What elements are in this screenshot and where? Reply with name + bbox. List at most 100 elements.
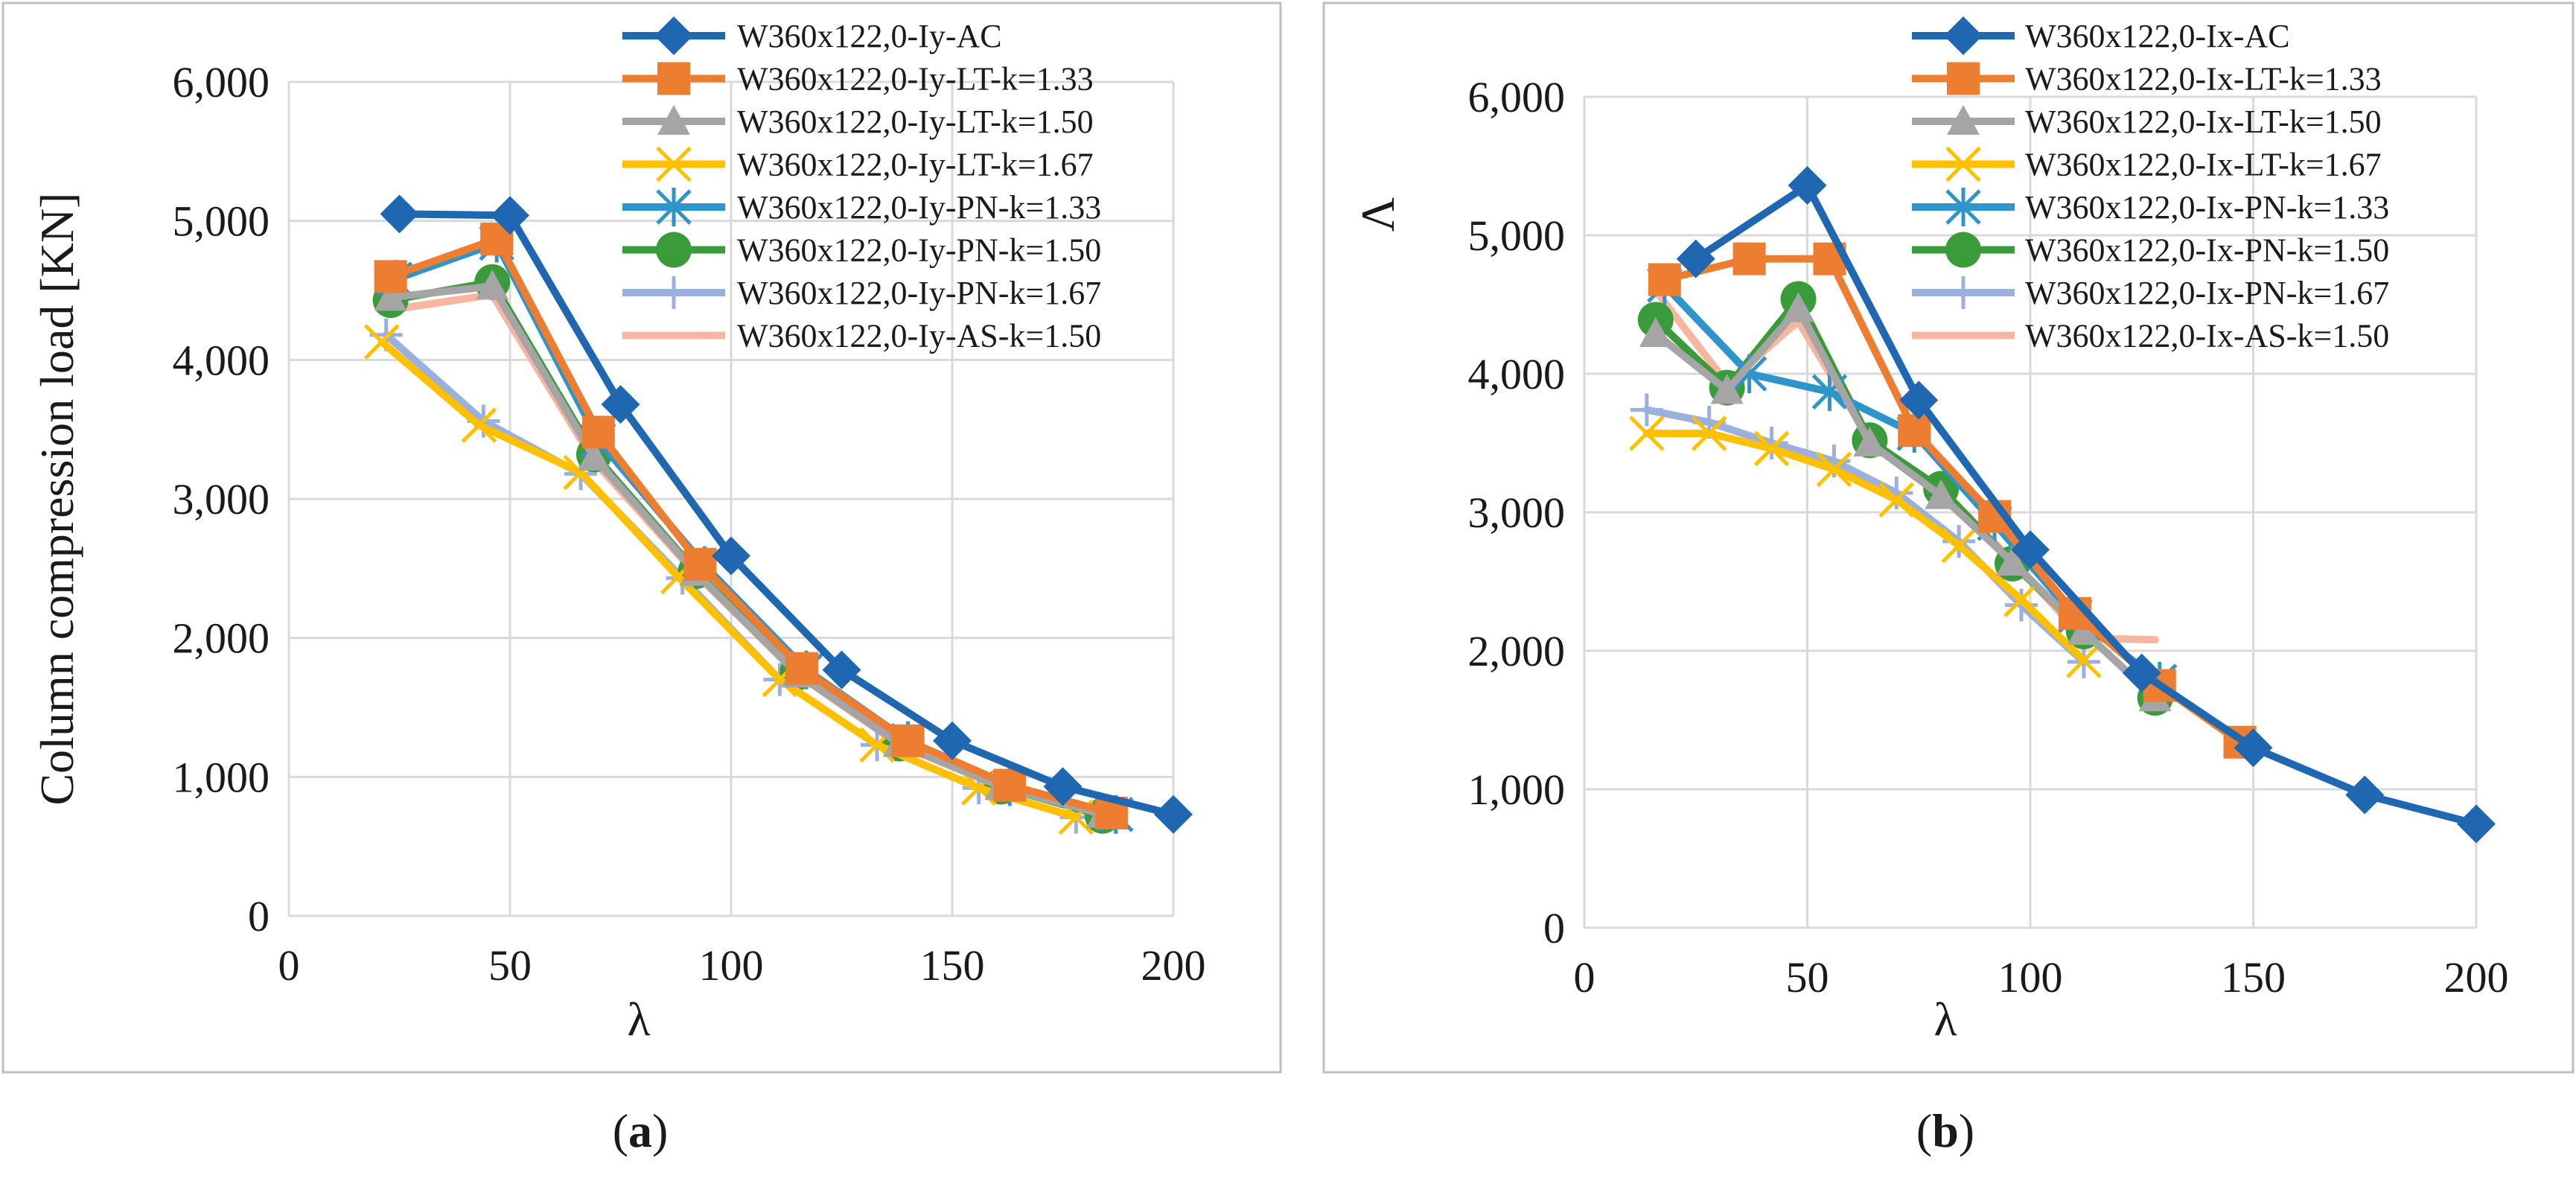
chart-a-data-point	[363, 324, 400, 360]
chart-a-data-point	[933, 721, 972, 760]
chart-b-legend-marker	[1947, 62, 1980, 95]
chart-a-legend-entry: W360x122,0-Iy-PN-k=1.50	[737, 232, 1101, 269]
chart-a-legend-marker	[656, 188, 692, 226]
chart-a-data-point	[891, 724, 925, 757]
chart-a-data-point	[712, 536, 750, 576]
chart-b-data-point	[2011, 530, 2050, 570]
chart-b-legend-marker	[1947, 276, 1980, 309]
chart-b-data-point	[1899, 381, 1939, 420]
chart-b-xtick-label: 50	[1786, 953, 1829, 1002]
chart-b-ytick-label: 4,000	[1468, 350, 1566, 398]
chart-b-data-point	[1853, 427, 1887, 456]
chart-b-ytick-label: 5,000	[1468, 211, 1566, 260]
chart-a-legend-marker	[657, 62, 690, 95]
chart-b-data-point	[1996, 545, 2030, 576]
chart-a-ytick-label: 2,000	[173, 614, 270, 663]
chart-a-legend-marker	[656, 232, 692, 268]
chart-a-data-point	[476, 270, 509, 300]
chart-a-legend-marker	[657, 276, 690, 309]
chart-a-data-point	[785, 652, 819, 685]
chart-b: 0 1,000 2,000 3,000 4,000 5,000 6,000 0 50 100 150…	[1351, 16, 2509, 1045]
chart-a-series-line	[386, 282, 1106, 818]
caption-b: (b)	[1916, 1104, 1974, 1157]
caption-b-close: )	[1959, 1104, 1974, 1157]
chart-b-data-point	[1898, 414, 1931, 448]
chart-a-legend: W360x122,0-Iy-AC W360x122,0-Iy-LT-k=1.33 W…	[622, 16, 1101, 354]
chart-b-data-point	[1630, 393, 1663, 427]
chart-b-legend-entry: W360x122,0-Ix-PN-k=1.50	[2025, 232, 2389, 269]
chart-a-ytick-label: 0	[248, 892, 270, 940]
chart-a-legend-entry: W360x122,0-Iy-AC	[737, 18, 1002, 54]
chart-b-xtick-label: 200	[2444, 953, 2509, 1002]
chart-a-data-point	[491, 196, 529, 235]
chart-b-data-point	[2457, 804, 2496, 844]
chart-b-legend-entry: W360x122,0-Ix-PN-k=1.33	[2025, 189, 2389, 226]
chart-b-ytick-label: 3,000	[1468, 488, 1566, 537]
chart-a-data-point	[577, 441, 610, 471]
chart-a-data-point	[380, 194, 419, 234]
chart-b-ytick-label: 2,000	[1468, 627, 1566, 675]
chart-b-legend-marker	[1945, 232, 1981, 268]
chart-b-data-point	[1691, 416, 1727, 451]
chart-a-legend-marker	[654, 16, 693, 55]
chart-a-legend-entry: W360x122,0-Iy-PN-k=1.67	[737, 275, 1101, 311]
chart-b-ytick-label: 6,000	[1468, 73, 1566, 121]
chart-a-ytick-label: 4,000	[173, 336, 270, 384]
chart-b-data-point	[1639, 317, 1672, 348]
chart-b-legend: W360x122,0-Ix-AC W360x122,0-Ix-LT-k=1.33 W…	[1912, 16, 2389, 354]
chart-a-data-point	[581, 416, 615, 449]
chart-a-legend-entry: W360x122,0-Iy-LT-k=1.50	[737, 104, 1094, 140]
chart-b-data-point	[1753, 430, 1790, 467]
chart-b-legend-entry: W360x122,0-Ix-LT-k=1.50	[2025, 104, 2382, 140]
chart-b-data-point	[1676, 239, 1715, 278]
chart-b-legend-entry: W360x122,0-Ix-LT-k=1.33	[2025, 61, 2382, 98]
chart-a-data-point	[601, 385, 640, 424]
chart-a-legend-marker	[656, 146, 692, 182]
chart-b-data-point	[2067, 614, 2100, 645]
chart-a-data-point	[822, 650, 861, 690]
chart-b-yaxis-title: Λ	[1351, 197, 1404, 232]
chart-a-data-point	[1043, 767, 1083, 806]
chart-b-data-point	[2003, 582, 2039, 617]
chart-a-ytick-label: 3,000	[173, 475, 270, 523]
caption-a-open: (	[613, 1104, 628, 1157]
chart-a-data-point	[1154, 795, 1193, 834]
chart-b-xtick-label: 0	[1574, 953, 1595, 1002]
chart-a-ytick-label: 5,000	[173, 197, 270, 246]
chart-b-xaxis-title: λ	[1933, 993, 1957, 1045]
chart-b-data-point	[2234, 728, 2273, 768]
chart-b-legend-entry: W360x122,0-Ix-PN-k=1.67	[2025, 275, 2389, 311]
chart-a-xtick-label: 200	[1141, 941, 1206, 990]
chart-b-data-point	[2066, 643, 2102, 678]
chart-b-legend-entry: W360x122,0-Ix-AC	[2025, 18, 2290, 54]
chart-b-xtick-label: 100	[1998, 953, 2063, 1002]
chart-a-yaxis-title: Column compression load [KN]	[31, 193, 83, 806]
chart-a-xaxis-title: λ	[627, 993, 650, 1045]
chart-b-data-point	[1629, 416, 1665, 451]
chart-b-data-point	[1732, 242, 1766, 276]
chart-b-legend-marker	[1947, 105, 1980, 135]
chart-b-ytick-label: 1,000	[1468, 765, 1566, 814]
chart-b-legend-marker	[1944, 16, 1983, 55]
chart-a-legend-entry: W360x122,0-Iy-LT-k=1.67	[737, 147, 1094, 183]
caption-a: (a)	[613, 1104, 669, 1157]
caption-a-letter: a	[628, 1104, 652, 1157]
caption-b-open: (	[1916, 1104, 1932, 1157]
chart-b-ytick-label: 0	[1543, 904, 1565, 952]
chart-a-legend-entry: W360x122,0-Iy-PN-k=1.33	[737, 189, 1101, 226]
chart-a-xtick-label: 0	[278, 941, 300, 990]
chart-a-series-line	[386, 235, 1115, 817]
chart-a-series-line	[377, 338, 1080, 821]
chart-b-data-point	[1648, 263, 1681, 296]
chart-a-data-point	[461, 407, 497, 443]
chart-a-data-point	[993, 768, 1027, 802]
chart-b-data-point	[1710, 374, 1744, 404]
chart-b-xtick-label: 150	[2221, 953, 2286, 1002]
chart-a-data-point	[374, 260, 407, 293]
chart-b-data-point	[2122, 653, 2161, 693]
chart-a-legend-marker	[657, 105, 690, 135]
chart-a-legend-entry: W360x122,0-Iy-AS-k=1.50	[737, 318, 1101, 354]
chart-b-data-point	[1925, 479, 1958, 509]
caption-a-close: )	[652, 1104, 668, 1157]
